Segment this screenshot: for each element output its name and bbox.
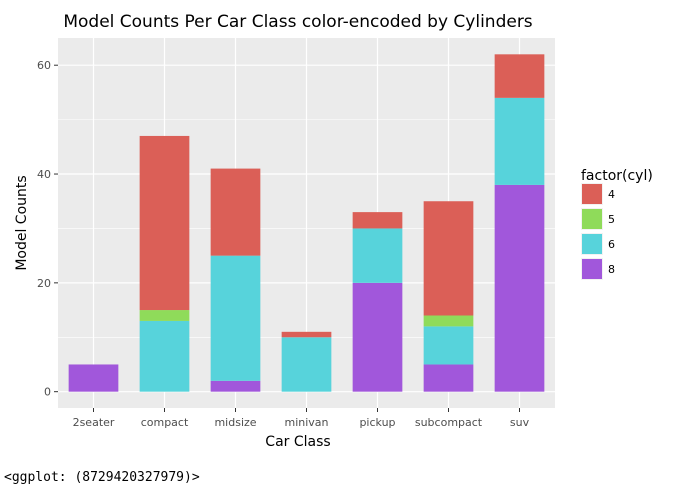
x-tick-label-compact: compact xyxy=(141,416,189,429)
x-tick-label-minivan: minivan xyxy=(284,416,328,429)
bar-subcompact-cyl-8 xyxy=(423,364,474,392)
x-tick-label-subcompact: subcompact xyxy=(415,416,483,429)
x-tick-label-suv: suv xyxy=(510,416,530,429)
x-tick-label-pickup: pickup xyxy=(359,416,395,429)
legend-title: factor(cyl) xyxy=(581,168,653,184)
y-tick-label: 40 xyxy=(37,168,51,181)
output-caption: <ggplot: (8729420327979)> xyxy=(4,470,200,485)
bar-compact-cyl-6 xyxy=(139,320,190,392)
bar-pickup-cyl-4 xyxy=(352,212,403,229)
x-tick-label-midsize: midsize xyxy=(214,416,256,429)
y-axis-label: Model Counts xyxy=(14,175,30,270)
legend-swatch-4 xyxy=(582,184,602,204)
x-axis-label: Car Class xyxy=(265,434,330,450)
x-axis: 2seater compact midsize minivan pickup subcom… xyxy=(73,408,530,429)
legend-label-4: 4 xyxy=(608,188,615,201)
bar-midsize-cyl-6 xyxy=(210,255,261,381)
x-tick-label-2seater: 2seater xyxy=(73,416,115,429)
bar-suv-cyl-8 xyxy=(494,184,545,392)
bar-midsize-cyl-4 xyxy=(210,168,261,256)
bar-compact-cyl-4 xyxy=(139,135,190,311)
bar-midsize-cyl-8 xyxy=(210,380,261,392)
bar-minivan-cyl-4 xyxy=(281,331,332,338)
bar-suv-cyl-6 xyxy=(494,97,545,185)
legend-swatch-8 xyxy=(582,259,602,279)
bar-pickup-cyl-8 xyxy=(352,282,403,392)
bars xyxy=(68,54,545,392)
bar-subcompact-cyl-5 xyxy=(423,315,474,327)
legend-label-5: 5 xyxy=(608,213,615,226)
bar-2seater-cyl-8 xyxy=(68,364,119,392)
bar-pickup-cyl-6 xyxy=(352,228,403,283)
y-tick-label: 0 xyxy=(44,386,51,399)
bar-compact-cyl-5 xyxy=(139,310,190,321)
bar-minivan-cyl-6 xyxy=(281,337,332,392)
legend-label-8: 8 xyxy=(608,263,615,276)
legend-swatch-5 xyxy=(582,209,602,229)
y-axis: 0 20 40 60 xyxy=(37,59,58,399)
bar-subcompact-cyl-6 xyxy=(423,326,474,365)
legend-swatch-6 xyxy=(582,234,602,254)
legend: factor(cyl) 4 5 6 8 xyxy=(581,168,653,280)
y-tick-label: 60 xyxy=(37,59,51,72)
bar-suv-cyl-4 xyxy=(494,54,545,98)
bar-subcompact-cyl-4 xyxy=(423,201,474,316)
y-tick-label: 20 xyxy=(37,277,51,290)
chart-title: Model Counts Per Car Class color-encoded… xyxy=(63,12,532,32)
legend-label-6: 6 xyxy=(608,238,615,251)
